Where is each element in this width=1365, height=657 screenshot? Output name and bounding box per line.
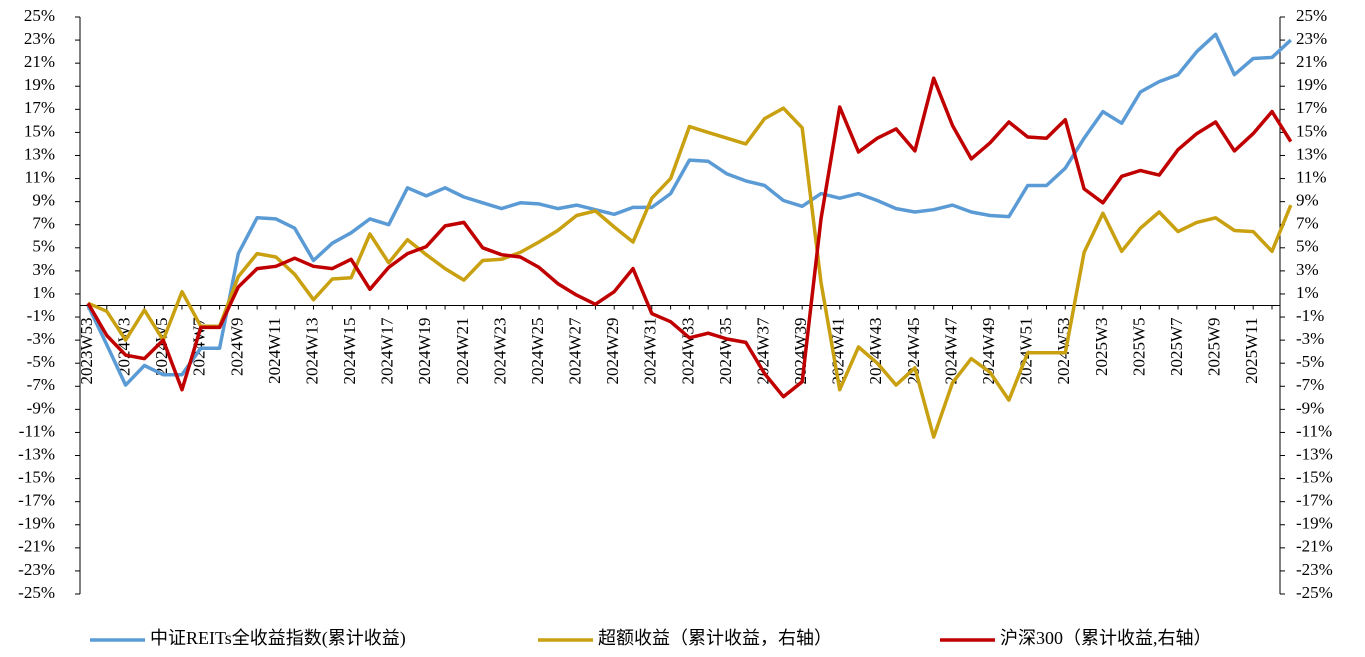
legend-label: 超额收益（累计收益，右轴） — [598, 628, 832, 648]
y2-tick-label: -5% — [1296, 352, 1324, 371]
y-tick-label: -11% — [19, 421, 55, 440]
x-tick-label: 2024W19 — [415, 318, 434, 385]
x-tick-label: 2024W35 — [716, 318, 735, 385]
y2-tick-label: 7% — [1296, 214, 1319, 233]
y-tick-label: -9% — [27, 398, 55, 417]
y-tick-label: -15% — [18, 468, 55, 487]
x-tick-label: 2024W49 — [979, 318, 998, 385]
x-tick-label: 2025W5 — [1129, 318, 1148, 377]
x-tick-label: 2024W15 — [340, 318, 359, 385]
x-tick-label: 2024W9 — [227, 318, 246, 377]
x-tick-label: 2025W7 — [1167, 317, 1186, 376]
y-tick-label: -3% — [27, 329, 55, 348]
y2-tick-label: -13% — [1296, 444, 1333, 463]
y2-tick-label: -1% — [1296, 306, 1324, 325]
x-tick-label: 2025W3 — [1092, 318, 1111, 377]
series-line — [86, 32, 1292, 387]
y-tick-label: 21% — [24, 52, 55, 71]
x-tick-label: 2024W43 — [866, 318, 885, 385]
y2-tick-label: 11% — [1296, 167, 1327, 186]
y-tick-label: 5% — [32, 237, 55, 256]
y2-tick-label: -23% — [1296, 560, 1333, 579]
y-tick-label: 1% — [32, 283, 55, 302]
y2-tick-label: 19% — [1296, 75, 1327, 94]
x-tick-label: 2024W41 — [829, 318, 848, 385]
y-tick-label: -17% — [18, 491, 55, 510]
y-tick-label: -13% — [18, 444, 55, 463]
x-tick-label: 2024W33 — [678, 318, 697, 385]
y2-tick-label: 1% — [1296, 283, 1319, 302]
x-tick-label: 2024W21 — [453, 318, 472, 385]
y2-tick-label: 9% — [1296, 191, 1319, 210]
y-tick-label: -1% — [27, 306, 55, 325]
y2-tick-label: -21% — [1296, 537, 1333, 556]
y-tick-label: 15% — [24, 121, 55, 140]
y2-tick-label: 15% — [1296, 121, 1327, 140]
y-tick-label: -21% — [18, 537, 55, 556]
y2-tick-label: 25% — [1296, 6, 1327, 25]
x-tick-label: 2024W37 — [753, 317, 772, 385]
y2-tick-label: -11% — [1296, 421, 1332, 440]
y-tick-label: 9% — [32, 191, 55, 210]
x-tick-label: 2024W27 — [566, 317, 585, 385]
y2-tick-label: 17% — [1296, 98, 1327, 117]
y-tick-label: 17% — [24, 98, 55, 117]
y2-tick-label: 3% — [1296, 260, 1319, 279]
x-tick-label: 2024W47 — [941, 317, 960, 385]
y2-tick-label: 21% — [1296, 52, 1327, 71]
y2-tick-label: 23% — [1296, 29, 1327, 48]
y-tick-label: 7% — [32, 214, 55, 233]
y2-tick-label: 5% — [1296, 237, 1319, 256]
series-line — [87, 106, 1293, 439]
x-tick-label: 2025W11 — [1242, 318, 1261, 384]
y-tick-label: 23% — [24, 29, 55, 48]
y2-tick-label: -7% — [1296, 375, 1324, 394]
y2-tick-label: -25% — [1296, 583, 1333, 602]
y-tick-label: 3% — [32, 260, 55, 279]
y2-tick-label: -19% — [1296, 514, 1333, 533]
y2-tick-label: -17% — [1296, 491, 1333, 510]
y2-tick-label: 13% — [1296, 144, 1327, 163]
x-tick-label: 2024W11 — [265, 318, 284, 384]
y2-tick-label: -3% — [1296, 329, 1324, 348]
x-tick-label: 2024W23 — [490, 318, 509, 385]
y-tick-label: -25% — [18, 583, 55, 602]
legend-label: 沪深300（累计收益,右轴） — [1000, 628, 1212, 648]
y-tick-label: -19% — [18, 514, 55, 533]
y-tick-label: -7% — [27, 375, 55, 394]
y2-tick-label: -15% — [1296, 468, 1333, 487]
y-tick-label: -5% — [27, 352, 55, 371]
y-tick-label: -23% — [18, 560, 55, 579]
y-tick-label: 19% — [24, 75, 55, 94]
x-tick-label: 2024W13 — [302, 318, 321, 385]
x-tick-label: 2023W53 — [77, 318, 96, 385]
y-tick-label: 11% — [24, 167, 55, 186]
x-tick-label: 2024W29 — [603, 318, 622, 385]
x-tick-label: 2024W17 — [378, 317, 397, 385]
x-tick-label: 2024W7 — [190, 317, 209, 376]
x-tick-label: 2024W25 — [528, 318, 547, 385]
x-tick-label: 2025W9 — [1205, 318, 1224, 377]
legend-label: 中证REITs全收益指数(累计收益) — [150, 628, 406, 649]
x-tick-label: 2024W31 — [641, 318, 660, 385]
x-tick-label: 2024W45 — [904, 318, 923, 385]
series-line — [86, 76, 1293, 399]
y2-tick-label: -9% — [1296, 398, 1324, 417]
y-tick-label: 25% — [24, 6, 55, 25]
y-tick-label: 13% — [24, 144, 55, 163]
